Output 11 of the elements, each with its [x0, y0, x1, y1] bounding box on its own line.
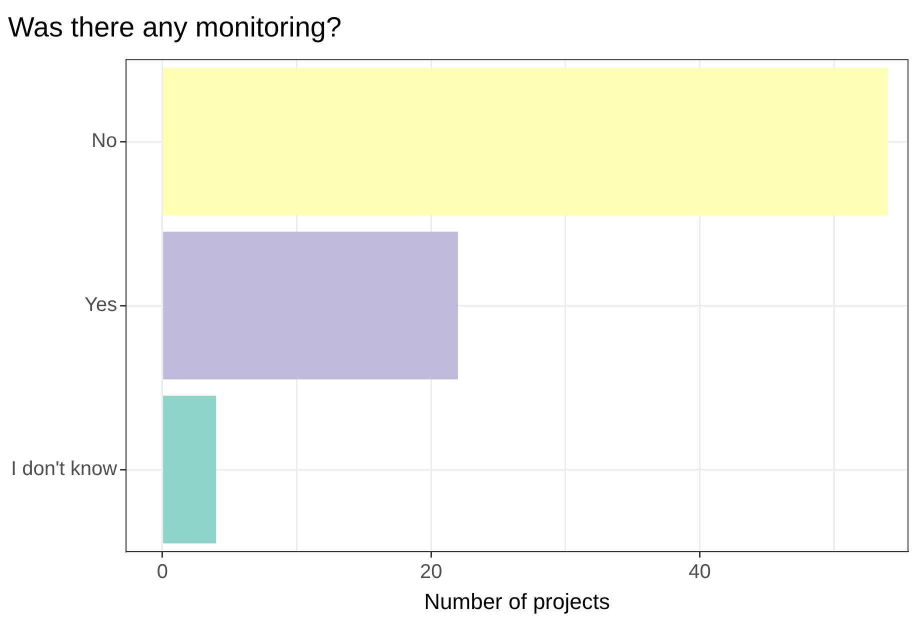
y-tick-label: I don't know — [10, 458, 118, 480]
x-tick-label: 0 — [156, 561, 168, 584]
x-axis-title: Number of projects — [424, 588, 610, 614]
x-tick-label: 40 — [688, 561, 711, 584]
y-tick-label: No — [92, 130, 118, 152]
x-tick-label: 20 — [420, 561, 442, 584]
chart-title: Was there any monitoring? — [8, 12, 342, 43]
bar — [163, 68, 888, 216]
bar — [163, 232, 458, 380]
y-tick-label: Yes — [84, 294, 118, 316]
bar — [163, 396, 216, 544]
